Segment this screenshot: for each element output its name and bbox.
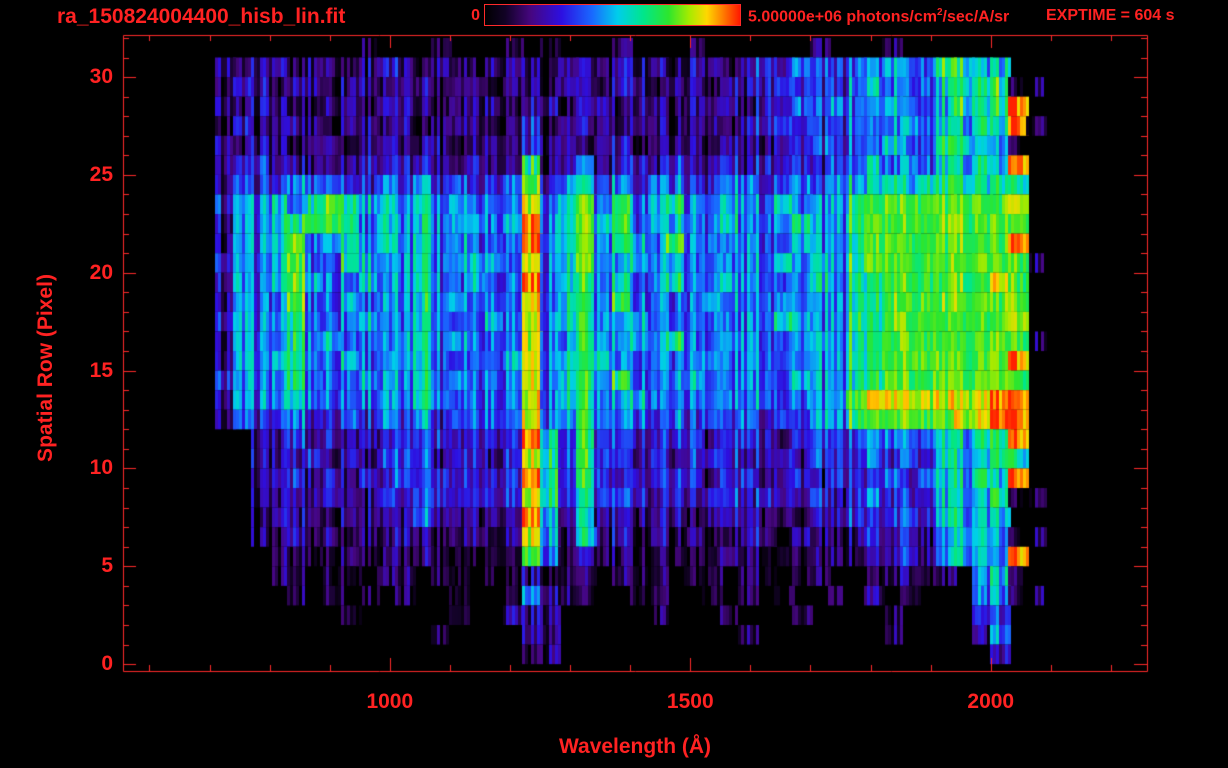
colorbar-max-label: 5.00000e+06 photons/cm2/sec/A/sr [748, 7, 1009, 26]
y-tick-label: 0 [101, 652, 113, 676]
colorbar-unit-suffix: /sec/A/sr [942, 8, 1010, 26]
y-tick-label: 10 [89, 456, 113, 480]
exposure-time-label: EXPTIME = 604 s [1046, 7, 1175, 24]
colorbar-unit-prefix: photons/cm [841, 8, 937, 26]
colorbar-max-value: 5.00000e+06 [748, 8, 842, 26]
filename-title: ra_150824004400_hisb_lin.fit [57, 5, 346, 28]
y-tick-label: 20 [89, 260, 113, 284]
x-axis-title: Wavelength (Å) [558, 735, 712, 758]
x-tick-label: 1000 [366, 690, 414, 713]
colorbar-unit-superscript: 2 [936, 7, 943, 18]
colorbar-gradient [484, 4, 741, 26]
colorbar-min-label: 0 [471, 7, 480, 24]
x-tick-label: 2000 [967, 690, 1015, 713]
y-tick-label: 5 [101, 554, 113, 578]
y-tick-label: 25 [89, 162, 113, 186]
x-tick-label: 1500 [666, 690, 714, 713]
y-tick-label: 15 [89, 358, 113, 382]
y-tick-label: 30 [89, 65, 113, 89]
